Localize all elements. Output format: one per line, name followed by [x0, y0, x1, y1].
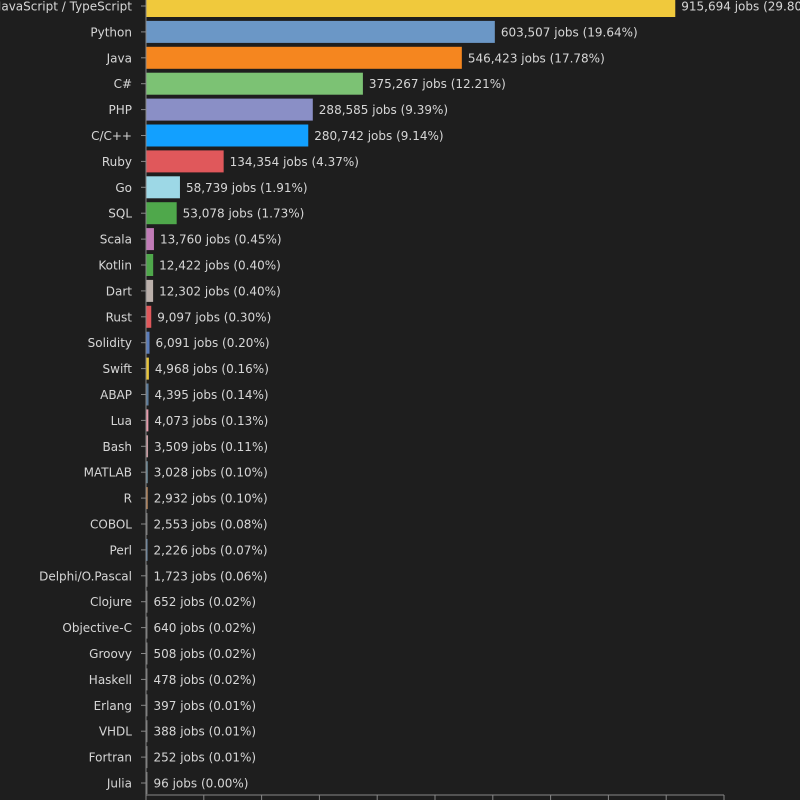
data-label: 4,395 jobs (0.14%)	[155, 388, 269, 402]
data-labels: 915,694 jobs (29.80%) 603,507 jobs (19.64…	[154, 0, 800, 791]
bar	[146, 616, 148, 639]
data-label: 12,302 jobs (0.40%)	[159, 284, 281, 298]
data-label: 134,354 jobs (4.37%)	[230, 155, 359, 169]
bar	[146, 461, 148, 484]
axes	[141, 0, 725, 800]
bar	[146, 254, 154, 276]
category-label: MATLAB	[84, 466, 132, 480]
bar	[146, 20, 495, 43]
category-label: C/C++	[91, 129, 132, 143]
data-label: 915,694 jobs (29.80%)	[681, 0, 800, 14]
category-label: Lua	[111, 414, 132, 428]
category-label: JavaScript / TypeScript	[0, 0, 132, 14]
bar	[146, 150, 224, 173]
bar	[146, 228, 154, 251]
category-label: Python	[90, 25, 132, 39]
data-label: 4,968 jobs (0.16%)	[155, 362, 269, 376]
bar	[146, 720, 148, 743]
category-label: Objective-C	[62, 621, 132, 635]
category-label: Delphi/O.Pascal	[39, 569, 132, 583]
category-label: Bash	[103, 440, 132, 454]
data-label: 288,585 jobs (9.39%)	[319, 103, 448, 117]
data-label: 4,073 jobs (0.13%)	[154, 414, 268, 428]
category-label: SQL	[108, 207, 132, 221]
data-label: 640 jobs (0.02%)	[154, 621, 257, 635]
bar	[146, 487, 148, 510]
bar	[146, 513, 148, 535]
category-label: COBOL	[90, 518, 132, 532]
category-label: Dart	[106, 284, 133, 298]
bar	[146, 383, 149, 406]
data-label: 9,097 jobs (0.30%)	[157, 310, 271, 324]
category-label: Kotlin	[98, 259, 132, 273]
data-label: 1,723 jobs (0.06%)	[154, 569, 268, 583]
bar	[146, 772, 148, 794]
bar	[146, 642, 148, 665]
bar	[146, 46, 462, 69]
bar	[146, 590, 148, 613]
data-label: 13,760 jobs (0.45%)	[160, 233, 282, 247]
data-label: 12,422 jobs (0.40%)	[159, 259, 281, 273]
data-label: 546,423 jobs (17.78%)	[468, 51, 605, 65]
data-label: 397 jobs (0.01%)	[154, 699, 257, 713]
category-label: Haskell	[89, 673, 132, 687]
bar	[146, 564, 148, 587]
bar	[146, 357, 149, 380]
data-label: 6,091 jobs (0.20%)	[156, 336, 270, 350]
category-label: Perl	[110, 543, 132, 557]
data-label: 2,226 jobs (0.07%)	[154, 543, 268, 557]
category-labels: JavaScript / TypeScript Python Java C# PHP C/…	[0, 0, 132, 791]
category-label: ABAP	[100, 388, 132, 402]
bar	[146, 538, 148, 561]
category-label: R	[124, 492, 132, 506]
category-label: Erlang	[94, 699, 132, 713]
bar	[146, 98, 313, 121]
bar	[146, 435, 149, 458]
data-label: 375,267 jobs (12.21%)	[369, 77, 506, 91]
data-label: 280,742 jobs (9.14%)	[314, 129, 443, 143]
category-label: Swift	[103, 362, 133, 376]
bar	[146, 202, 177, 225]
data-label: 2,553 jobs (0.08%)	[154, 518, 268, 532]
data-label: 252 jobs (0.01%)	[154, 751, 257, 765]
data-label: 3,028 jobs (0.10%)	[154, 466, 268, 480]
category-label: Clojure	[90, 595, 132, 609]
data-label: 478 jobs (0.02%)	[154, 673, 257, 687]
data-label: 508 jobs (0.02%)	[154, 647, 257, 661]
category-label: Solidity	[88, 336, 132, 350]
bar	[146, 305, 152, 328]
category-label: Java	[106, 51, 132, 65]
category-label: Rust	[106, 310, 133, 324]
bars	[146, 0, 676, 794]
category-label: Ruby	[102, 155, 132, 169]
data-label: 58,739 jobs (1.91%)	[186, 181, 308, 195]
data-label: 3,509 jobs (0.11%)	[154, 440, 268, 454]
category-label: Fortran	[89, 751, 132, 765]
category-label: VHDL	[99, 725, 132, 739]
bar	[146, 409, 149, 432]
bar	[146, 124, 309, 147]
category-label: Go	[115, 181, 132, 195]
bar	[146, 331, 150, 354]
bar	[146, 72, 363, 95]
data-label: 2,932 jobs (0.10%)	[154, 492, 268, 506]
category-label: Julia	[106, 777, 132, 791]
bar	[146, 694, 148, 717]
category-label: C#	[114, 77, 132, 91]
data-label: 96 jobs (0.00%)	[154, 777, 249, 791]
category-label: Groovy	[89, 647, 132, 661]
data-label: 388 jobs (0.01%)	[154, 725, 257, 739]
category-label: PHP	[109, 103, 133, 117]
bar	[146, 0, 676, 17]
bar	[146, 668, 148, 691]
category-label: Scala	[100, 233, 132, 247]
data-label: 53,078 jobs (1.73%)	[183, 207, 305, 221]
bar	[146, 279, 154, 302]
bar	[146, 176, 180, 199]
bar	[146, 746, 148, 769]
data-label: 652 jobs (0.02%)	[154, 595, 257, 609]
data-label: 603,507 jobs (19.64%)	[501, 25, 638, 39]
